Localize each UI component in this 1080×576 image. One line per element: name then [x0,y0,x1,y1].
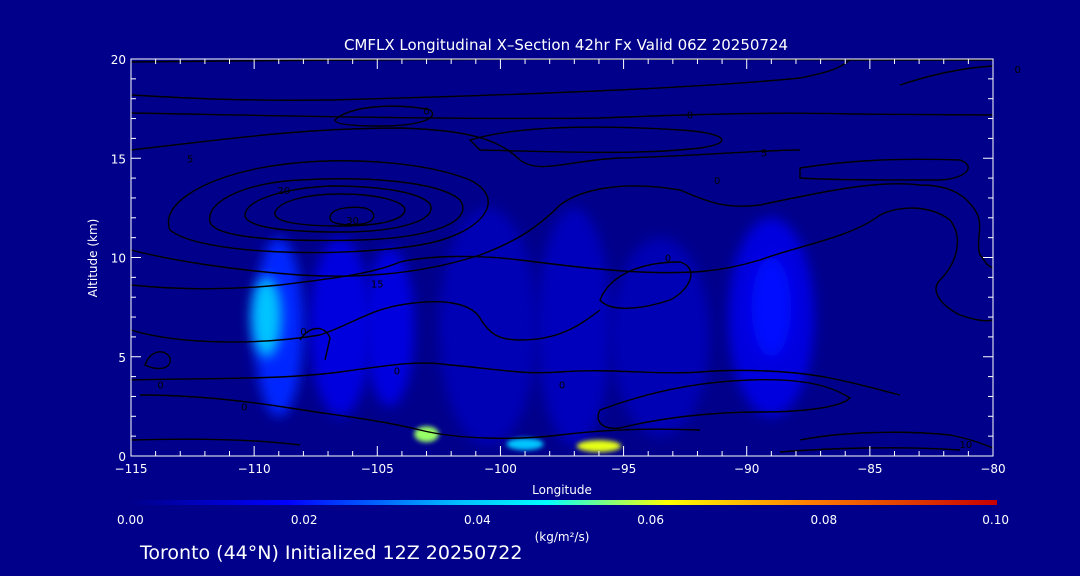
colorbar-ticks: 0.00 0.02 0.04 0.06 0.08 0.10 [117,513,1009,527]
colorbar: 0.00 0.02 0.04 0.06 0.08 0.10 (kg/m²/s) [117,500,1009,544]
contour-line [597,378,852,429]
x-axis-label: Longitude [532,483,592,497]
cmflx-blob [751,257,792,357]
contour-line [329,206,375,226]
y-tick-label: 15 [111,152,126,166]
contour-label: 5 [187,154,193,165]
contour-line [209,178,464,242]
contour-line [131,59,851,101]
contour-label: 0 [394,367,400,378]
cmflx-blob [611,237,710,437]
contour-line [468,126,723,154]
colorbar-tick-label: 0.04 [464,513,491,527]
contour-label: 0 [714,176,720,187]
contour-line [899,65,993,86]
colorbar-tick-label: 0.08 [810,513,837,527]
chart-title: CMFLX Longitudinal X–Section 42hr Fx Val… [344,36,788,54]
x-tick-label: −85 [857,462,882,476]
cmflx-blob [414,426,439,443]
contour-line [131,362,901,396]
x-tick-label: −105 [361,462,394,476]
y-tick-label: 0 [118,450,126,464]
y-tick-label: 20 [111,53,126,67]
x-axis: −115 −110 −105 −100 −95 −90 −85 −80 [115,59,1006,476]
x-tick-label: −110 [238,462,271,476]
x-tick-label: −90 [734,462,759,476]
contour-label: 0 [423,107,429,118]
y-axis: 0 5 10 15 20 [111,53,993,464]
contour-line [167,160,489,254]
contour-line [879,207,993,322]
colorbar-tick-label: 0.10 [982,513,1009,527]
plot-area: 0 0 0 5 0 5 20 30 0 15 0 0 0 0 0 10 [130,58,1021,457]
contour-line [131,214,881,290]
contour-line [274,193,406,227]
contour-label: 0 [1014,65,1020,76]
y-axis-label: Altitude (km) [86,219,100,298]
contour-line [131,183,993,277]
contour-line [299,327,331,361]
colorbar-tick-label: 0.06 [637,513,664,527]
contour-label: 0 [157,381,163,392]
colorbar-tick-label: 0.00 [117,513,144,527]
contour-line [144,351,171,370]
y-tick-label: 10 [111,252,126,266]
contour-label: 20 [277,186,290,197]
y-tick-label: 5 [118,351,126,365]
contour-line [599,261,692,309]
footer-caption: Toronto (44°N) Initialized 12Z 20250722 [140,542,523,564]
contour-lines [131,59,993,453]
contour-label: 0 [687,111,693,122]
contour-line [799,431,993,449]
contour-label: 0 [241,402,247,413]
contour-label: 5 [761,148,767,159]
contour-line [131,127,801,168]
colorbar-units: (kg/m²/s) [535,530,590,544]
contour-label: 0 [559,381,565,392]
colorbar-gradient [131,500,997,505]
contour-label: 15 [371,279,384,290]
contour-label: 10 [960,440,973,451]
contour-line [139,394,701,439]
cmflx-blob [576,440,622,453]
contour-label: 0 [665,254,671,265]
cmflx-blob [506,438,544,451]
contour-line [131,300,601,343]
x-tick-label: −95 [611,462,636,476]
x-tick-label: −100 [484,462,517,476]
cmflx-blob [251,277,282,357]
cmflx-blob [438,207,538,447]
contour-line [131,438,301,446]
contour-label: 30 [346,216,359,227]
contour-line [799,158,969,181]
contour-line [244,185,432,233]
contour-line [779,447,961,453]
x-tick-label: −115 [115,462,148,476]
contour-labels: 0 0 0 5 0 5 20 30 0 15 0 0 0 0 0 10 [157,65,1020,451]
contour-label: 0 [300,327,306,338]
contour-line [131,112,993,120]
colorbar-tick-label: 0.02 [291,513,318,527]
x-tick-label: −80 [980,462,1005,476]
